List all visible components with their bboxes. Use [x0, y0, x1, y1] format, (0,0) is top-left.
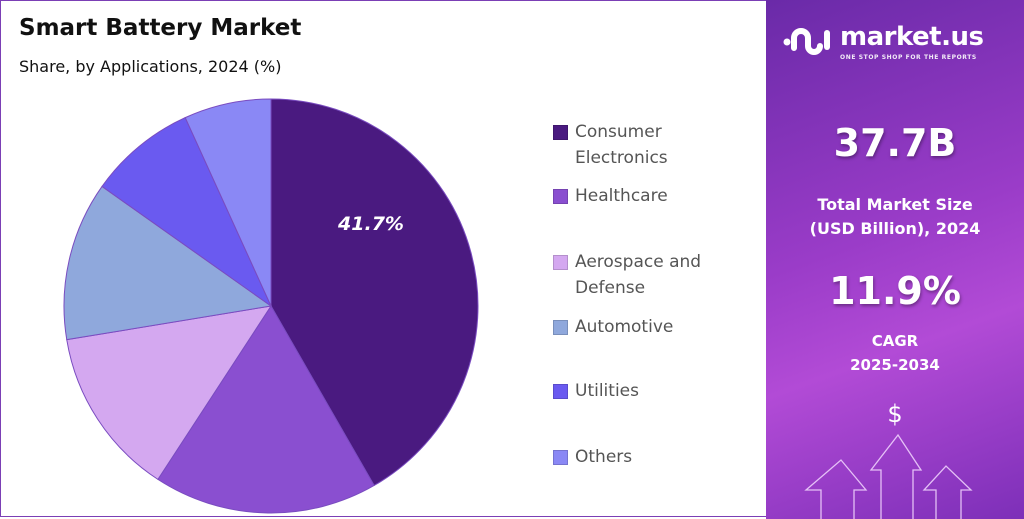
market-size-label-1: Total Market Size: [817, 195, 973, 214]
legend-label: Consumer Electronics: [575, 122, 668, 168]
pie-slice-others: [184, 98, 272, 307]
pie-slice-healthcare: [157, 305, 375, 514]
legend-item: Others: [553, 444, 758, 470]
brand-tagline: ONE STOP SHOP FOR THE REPORTS: [840, 54, 977, 61]
brand-name: market.us: [840, 22, 984, 52]
legend-label: Utilities: [575, 381, 639, 401]
pie-slice-utilities: [101, 116, 273, 308]
legend-label: Automotive: [575, 317, 674, 337]
cagr-value: 11.9%: [829, 269, 961, 313]
legend-swatch: [553, 189, 568, 204]
growth-arrows-icon: [804, 433, 973, 519]
legend-label: Healthcare: [575, 186, 668, 206]
legend-label: Others: [575, 447, 633, 467]
legend-swatch: [553, 125, 568, 140]
summary-panel: market.us ONE STOP SHOP FOR THE REPORTS …: [766, 0, 1024, 519]
chart-subtitle: Share, by Applications, 2024 (%): [19, 57, 282, 76]
legend-item: Automotive: [553, 314, 758, 340]
pie-slice-automotive: [63, 185, 273, 341]
market-us-logo: market.us ONE STOP SHOP FOR THE REPORTS: [782, 22, 1018, 62]
legend-item: Utilities: [553, 378, 758, 404]
legend-item: Aerospace and Defense: [553, 249, 758, 301]
brand-text: market.us ONE STOP SHOP FOR THE REPORTS: [840, 22, 984, 62]
dollar-icon: $: [887, 400, 903, 428]
logo-icon: [783, 28, 830, 55]
market-size-value: 37.7B: [833, 121, 957, 165]
chart-title: Smart Battery Market: [19, 15, 302, 41]
legend-swatch: [553, 450, 568, 465]
market-size-label-2: (USD Billion), 2024: [809, 219, 981, 238]
legend-label: Aerospace and Defense: [575, 252, 702, 298]
legend-item: Consumer Electronics: [553, 119, 758, 171]
legend-swatch: [553, 320, 568, 335]
pie-slice-consumer-electronics: [270, 98, 479, 487]
pie-slice-aerospace-and-defense: [66, 305, 273, 481]
pie-chart: 41.7%: [63, 98, 479, 514]
legend-swatch: [553, 384, 568, 399]
legend-swatch: [553, 255, 568, 270]
legend-item: Healthcare: [553, 183, 758, 209]
chart-area: Smart Battery Market Share, by Applicati…: [0, 0, 766, 517]
cagr-label-1: CAGR: [871, 332, 919, 350]
data-label: 41.7%: [337, 213, 404, 235]
cagr-label-2: 2025-2034: [850, 356, 940, 374]
